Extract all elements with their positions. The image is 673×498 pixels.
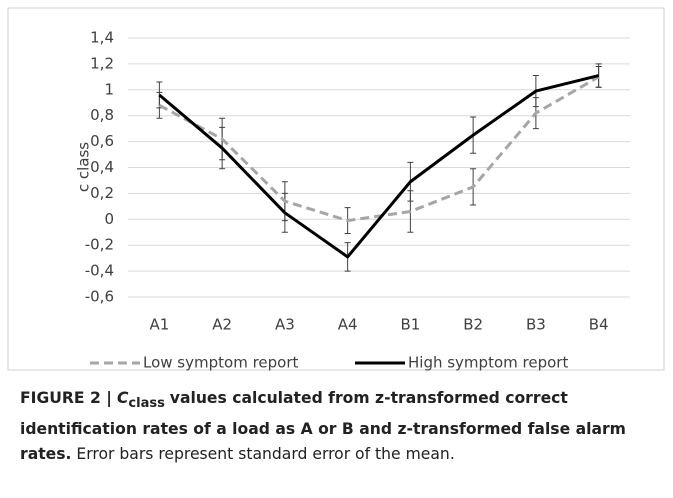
- caption-text: Error bars represent standard error of t…: [76, 445, 455, 464]
- y-tick-label: 1,4: [90, 29, 114, 47]
- chart: c class -0,6 -0,4 -0,2 0 0,2 0,4 0,6 0,8 1 1,2 1,4…: [7, 7, 665, 372]
- x-tick-label: A2: [212, 316, 232, 334]
- y-tick-label: -0,6: [85, 288, 114, 306]
- x-tick-label: A3: [275, 316, 295, 334]
- caption-bold: values calculated from z-transformed cor…: [20, 389, 626, 464]
- chart-border: [7, 7, 665, 371]
- x-tick-label: B1: [400, 316, 420, 334]
- x-tick-label: A1: [149, 316, 169, 334]
- series-line: [158, 74, 599, 259]
- legend-label: Low symptom report: [143, 354, 299, 372]
- y-tick-label: 0,4: [90, 158, 114, 176]
- y-tick-label: 1,2: [90, 54, 114, 72]
- caption-label: FIGURE 2 |: [20, 389, 112, 407]
- x-tick-label: B2: [463, 316, 483, 334]
- y-tick-label: 0,8: [90, 106, 114, 124]
- y-tick-label: -0,2: [85, 236, 114, 254]
- y-tick-label: -0,4: [85, 262, 114, 280]
- x-tick-label: A4: [338, 316, 358, 334]
- y-tick-label: 1: [104, 80, 114, 98]
- y-tick-label: 0,2: [90, 184, 114, 202]
- y-tick-label: 0,6: [90, 132, 114, 150]
- caption-subscript: class: [128, 396, 165, 412]
- series-line: [158, 75, 600, 223]
- caption: FIGURE 2 | Cclass values calculated from…: [20, 386, 660, 468]
- caption-symbol: C: [116, 389, 129, 407]
- x-tick-label: B3: [526, 316, 546, 334]
- x-tick-label: B4: [589, 316, 609, 334]
- legend-label: High symptom report: [408, 354, 568, 372]
- y-axis-title: c class: [75, 142, 93, 192]
- y-tick-label: 0: [104, 210, 114, 228]
